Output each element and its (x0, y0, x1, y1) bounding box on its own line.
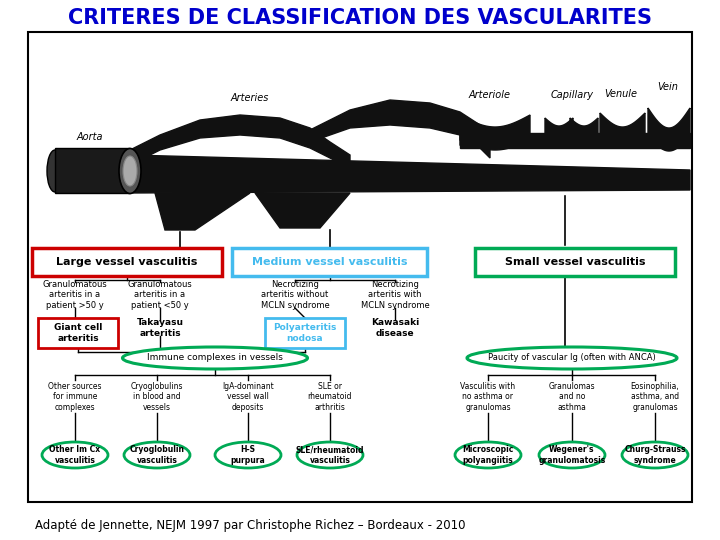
Text: Other sources
for immune
complexes: Other sources for immune complexes (48, 382, 102, 412)
Ellipse shape (123, 156, 137, 186)
Ellipse shape (297, 442, 363, 468)
Text: Paucity of vascular Ig (often with ANCA): Paucity of vascular Ig (often with ANCA) (488, 354, 656, 362)
Text: Granulomatous
arteritis in a
patient <50 y: Granulomatous arteritis in a patient <50… (127, 280, 192, 310)
Polygon shape (648, 108, 690, 151)
Polygon shape (130, 155, 690, 193)
Ellipse shape (122, 347, 307, 369)
Text: Adapté de Jennette, NEJM 1997 par Christophe Richez – Bordeaux - 2010: Adapté de Jennette, NEJM 1997 par Christ… (35, 518, 466, 531)
Polygon shape (255, 193, 350, 228)
FancyBboxPatch shape (32, 248, 222, 276)
Text: Kawasaki
disease: Kawasaki disease (371, 318, 419, 338)
Text: Medium vessel vasculitis: Medium vessel vasculitis (252, 257, 408, 267)
Text: Granulomas
and no
asthma: Granulomas and no asthma (549, 382, 595, 412)
Text: SLE/rheumatoid
vasculitis: SLE/rheumatoid vasculitis (296, 446, 364, 465)
Text: Wegener's
granulomatosis: Wegener's granulomatosis (539, 446, 606, 465)
Polygon shape (155, 193, 250, 230)
Ellipse shape (119, 148, 141, 193)
Text: Eosinophilia,
asthma, and
granulomas: Eosinophilia, asthma, and granulomas (631, 382, 680, 412)
Ellipse shape (455, 442, 521, 468)
FancyBboxPatch shape (55, 148, 130, 193)
Text: IgA-dominant
vessel wall
deposits: IgA-dominant vessel wall deposits (222, 382, 274, 412)
Text: Churg-Strauss
syndrome: Churg-Strauss syndrome (624, 446, 685, 465)
Text: Aorta: Aorta (77, 132, 103, 142)
Text: Necrotizing
arteritis with
MCLN syndrome: Necrotizing arteritis with MCLN syndrome (361, 280, 429, 310)
Ellipse shape (42, 442, 108, 468)
Text: Vasculitis with
no asthma or
granulomas: Vasculitis with no asthma or granulomas (460, 382, 516, 412)
Polygon shape (460, 115, 530, 150)
Polygon shape (570, 118, 598, 142)
Ellipse shape (47, 150, 63, 192)
Text: Cryoglobulins
in blood and
vessels: Cryoglobulins in blood and vessels (131, 382, 184, 412)
Text: Necrotizing
arteritis without
MCLN syndrome: Necrotizing arteritis without MCLN syndr… (261, 280, 329, 310)
Text: Small vessel vasculitis: Small vessel vasculitis (505, 257, 645, 267)
FancyBboxPatch shape (38, 318, 118, 348)
Polygon shape (130, 115, 350, 168)
Polygon shape (600, 113, 645, 147)
Text: Polyarteritis
nodosa: Polyarteritis nodosa (274, 323, 337, 343)
Polygon shape (460, 133, 690, 148)
Text: Microscopic
polyangiitis: Microscopic polyangiitis (462, 446, 513, 465)
Ellipse shape (539, 442, 605, 468)
Polygon shape (310, 100, 490, 158)
FancyBboxPatch shape (232, 248, 427, 276)
Ellipse shape (124, 442, 190, 468)
Text: SLE or
rheumatoid
arthritis: SLE or rheumatoid arthritis (307, 382, 352, 412)
Ellipse shape (467, 347, 677, 369)
Text: CRITERES DE CLASSIFICATION DES VASCULARITES: CRITERES DE CLASSIFICATION DES VASCULARI… (68, 8, 652, 28)
FancyBboxPatch shape (475, 248, 675, 276)
Text: Capillary: Capillary (551, 90, 593, 100)
Text: Takayasu
arteritis: Takayasu arteritis (137, 318, 184, 338)
Text: Arteriole: Arteriole (469, 90, 511, 100)
Polygon shape (545, 118, 573, 142)
Ellipse shape (622, 442, 688, 468)
Text: Arteries: Arteries (231, 93, 269, 103)
FancyBboxPatch shape (28, 32, 692, 502)
Text: Giant cell
arteritis: Giant cell arteritis (54, 323, 102, 343)
Polygon shape (460, 135, 490, 148)
Text: Vein: Vein (657, 82, 678, 92)
Ellipse shape (215, 442, 281, 468)
Text: Granulomatous
arteritis in a
patient >50 y: Granulomatous arteritis in a patient >50… (42, 280, 107, 310)
Text: H-S
purpura: H-S purpura (230, 446, 266, 465)
Text: Other Im Cx
vasculitis: Other Im Cx vasculitis (50, 446, 101, 465)
Text: Venule: Venule (605, 89, 637, 99)
Text: Large vessel vasculitis: Large vessel vasculitis (56, 257, 198, 267)
FancyBboxPatch shape (265, 318, 345, 348)
Polygon shape (220, 163, 450, 188)
Text: Cryoglobulin
vasculitis: Cryoglobulin vasculitis (130, 446, 184, 465)
Text: Immune complexes in vessels: Immune complexes in vessels (147, 354, 283, 362)
